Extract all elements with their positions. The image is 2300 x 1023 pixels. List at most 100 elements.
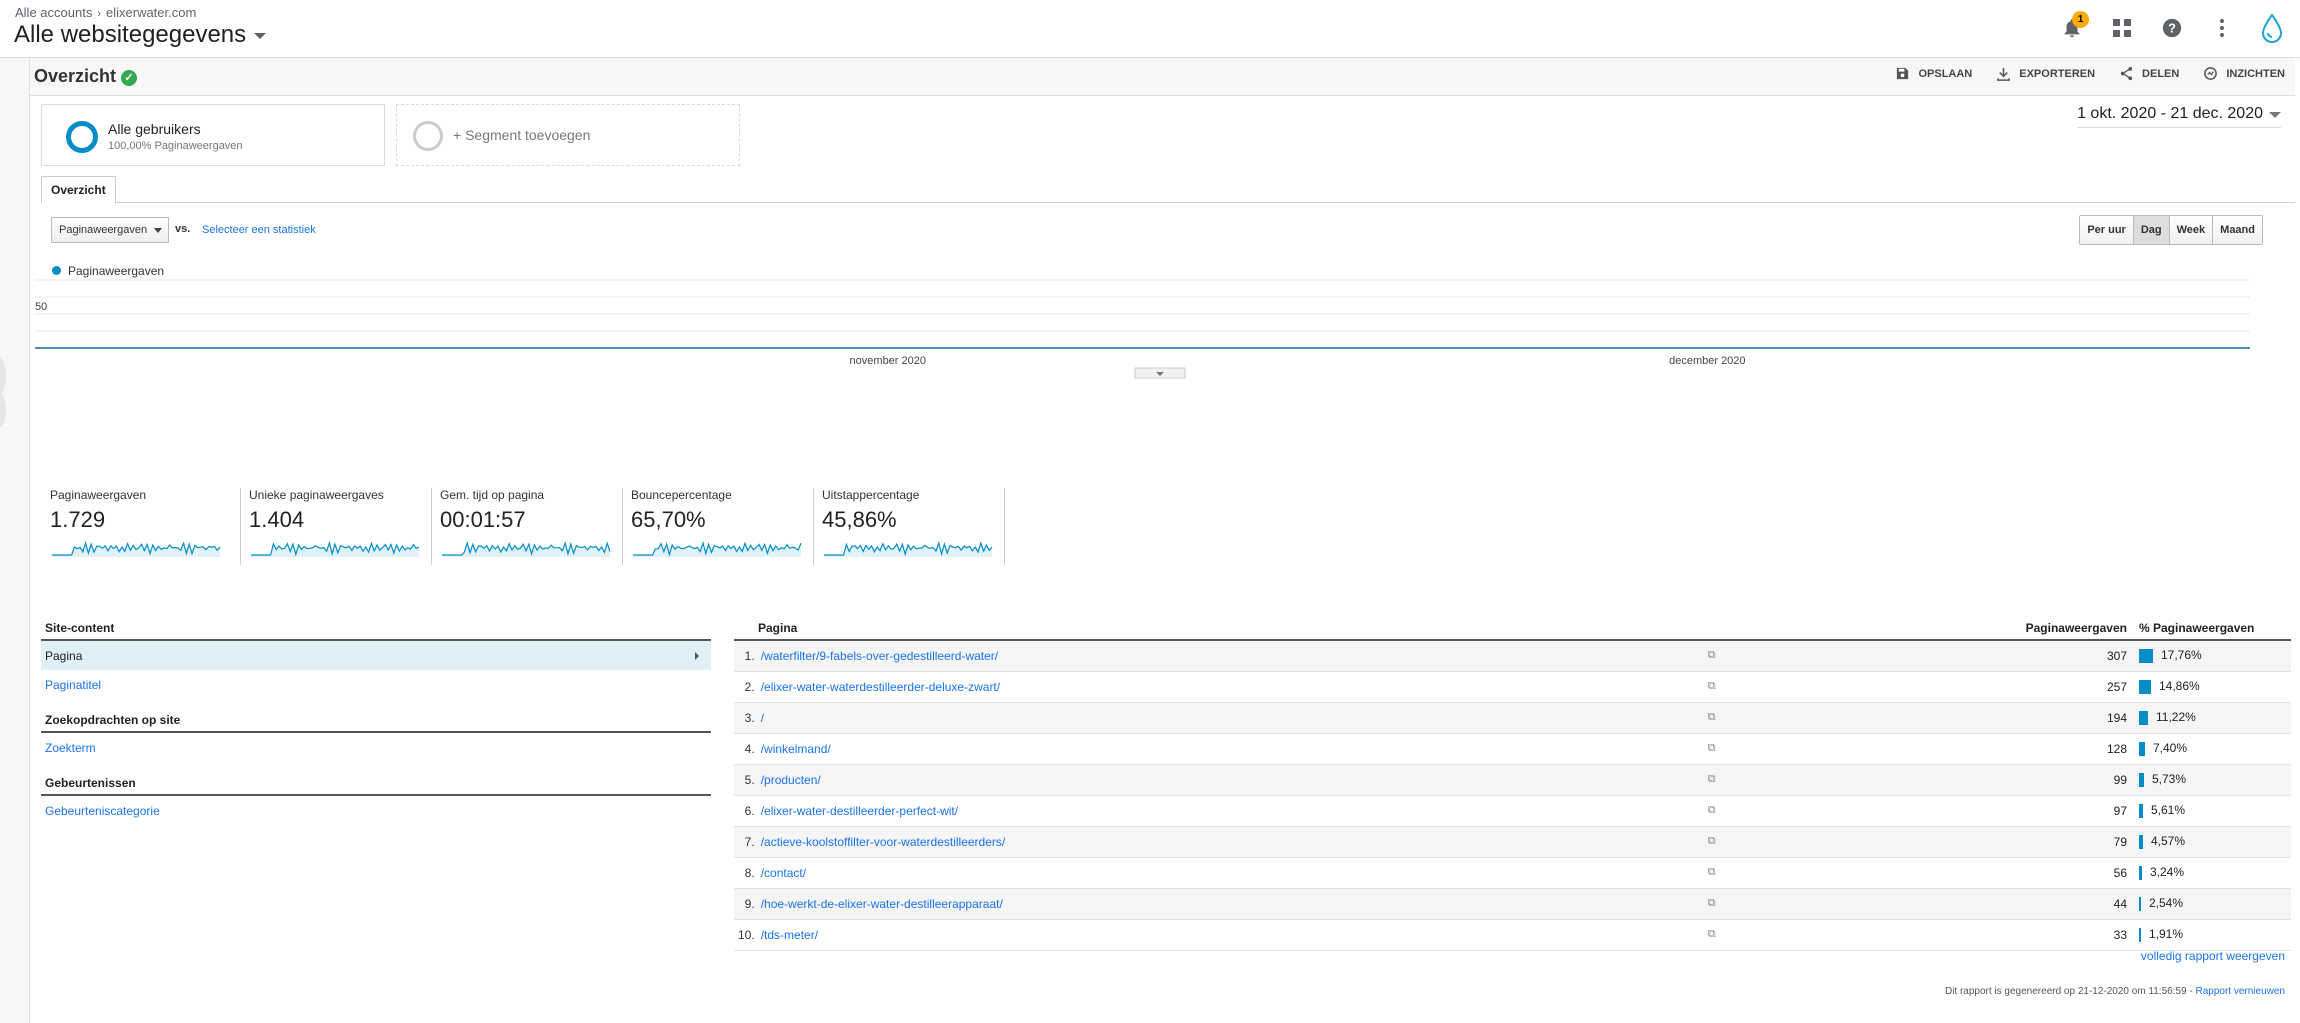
- share-button[interactable]: DELEN: [2119, 66, 2179, 81]
- scorecard[interactable]: Gem. tijd op pagina 00:01:57: [432, 488, 623, 565]
- nav-item-pagina[interactable]: Pagina: [41, 641, 711, 670]
- scorecard-label: Uitstappercentage: [822, 488, 920, 502]
- breadcrumb-account[interactable]: elixerwater.com: [106, 5, 197, 20]
- scorecard[interactable]: Paginaweergaven 1.729: [50, 488, 241, 565]
- nav-item-paginatitel[interactable]: Paginatitel: [41, 670, 711, 699]
- row-page-cell: /tds-meter/: [756, 919, 1702, 951]
- left-rail: [0, 58, 30, 1023]
- page-link[interactable]: /winkelmand/: [760, 741, 831, 756]
- nav-heading-site-content: Site-content: [41, 615, 711, 641]
- external-link-icon[interactable]: ⧉: [1701, 640, 1722, 672]
- account-avatar[interactable]: [2254, 10, 2290, 46]
- page-link[interactable]: /elixer-water-destilleerder-perfect-wit/: [760, 803, 959, 818]
- pct-bar: [2139, 649, 2153, 664]
- add-segment-button[interactable]: + Segment toevoegen: [396, 104, 740, 166]
- row-index: 8.: [734, 857, 757, 889]
- metric-dropdown[interactable]: Paginaweergaven: [51, 217, 169, 243]
- page-link[interactable]: /producten/: [760, 772, 821, 787]
- row-views: 79: [1721, 826, 2131, 858]
- pct-bar: [2139, 679, 2151, 694]
- row-pct: 5,61%: [2151, 803, 2186, 818]
- segment-all-users[interactable]: Alle gebruikers 100,00% Paginaweergaven: [41, 104, 385, 166]
- rail-handle[interactable]: [0, 390, 6, 430]
- share-icon: [2120, 66, 2133, 81]
- page-link[interactable]: /elixer-water-waterdestilleerder-deluxe-…: [760, 679, 1001, 694]
- table-row: 10./tds-meter/ ⧉ 33 1,91%: [734, 919, 2291, 951]
- water-drop-icon: [2261, 13, 2283, 43]
- granularity-hour[interactable]: Per uur: [2080, 216, 2134, 244]
- page-link[interactable]: /: [760, 710, 765, 725]
- download-icon: [1997, 67, 2011, 81]
- row-page-cell: /actieve-koolstoffilter-voor-waterdestil…: [756, 826, 1702, 858]
- nav-item-events-category[interactable]: Gebeurteniscategorie: [41, 796, 711, 825]
- external-link-icon[interactable]: ⧉: [1701, 764, 1722, 796]
- apps-button[interactable]: [2104, 10, 2140, 46]
- row-views: 97: [1721, 795, 2131, 827]
- page-link[interactable]: /contact/: [760, 865, 807, 880]
- help-button[interactable]: ?: [2154, 10, 2190, 46]
- granularity-month[interactable]: Maand: [2213, 216, 2262, 244]
- notifications-button[interactable]: 1: [2054, 10, 2090, 46]
- help-icon: ?: [2162, 18, 2182, 38]
- row-index: 9.: [734, 888, 757, 920]
- save-button[interactable]: OPSLAAN: [1895, 66, 1972, 81]
- row-page-cell: /winkelmand/: [756, 733, 1702, 765]
- y-tick-label: 100: [35, 276, 53, 279]
- page-link[interactable]: /waterfilter/9-fabels-over-gedestilleerd…: [760, 648, 999, 663]
- property-selector[interactable]: Alle websitegegevens: [14, 21, 267, 49]
- col-header-pct: % Paginaweergaven: [2131, 615, 2291, 641]
- pct-bar: [2139, 741, 2145, 756]
- scorecard[interactable]: Unieke paginaweergaves 1.404: [241, 488, 432, 565]
- scorecard[interactable]: Bouncepercentage 65,70%: [623, 488, 814, 565]
- top-pages-table: Pagina Paginaweergaven % Paginaweergaven…: [734, 615, 2291, 951]
- page-link[interactable]: /actieve-koolstoffilter-voor-waterdestil…: [760, 834, 1006, 849]
- export-label: EXPORTEREN: [2019, 67, 2096, 80]
- insights-button[interactable]: INZICHTEN: [2203, 66, 2285, 81]
- generated-note: Dit rapport is gegenereerd op 21-12-2020…: [1945, 986, 2285, 997]
- external-link-icon[interactable]: ⧉: [1701, 733, 1722, 765]
- export-button[interactable]: EXPORTEREN: [1996, 66, 2095, 81]
- rail-handle[interactable]: [0, 356, 6, 396]
- granularity-day[interactable]: Dag: [2133, 216, 2170, 244]
- row-views: 56: [1721, 857, 2131, 889]
- full-report-link[interactable]: volledig rapport weergeven: [2140, 949, 2285, 963]
- row-index: 4.: [734, 733, 757, 765]
- tab-overview[interactable]: Overzicht: [41, 176, 116, 204]
- nav-link-events-category[interactable]: Gebeurteniscategorie: [45, 804, 160, 818]
- segment-sub: 100,00% Paginaweergaven: [108, 140, 243, 152]
- page-link[interactable]: /tds-meter/: [760, 927, 819, 942]
- select-statistic-link[interactable]: Selecteer een statistiek: [202, 224, 316, 236]
- breadcrumb-separator: ›: [97, 8, 101, 20]
- external-link-icon[interactable]: ⧉: [1701, 795, 1722, 827]
- more-menu-button[interactable]: [2204, 10, 2240, 46]
- external-link-icon[interactable]: ⧉: [1701, 671, 1722, 703]
- pct-bar: [2139, 772, 2144, 787]
- table-row: 4./winkelmand/ ⧉ 128 7,40%: [734, 733, 2291, 765]
- date-range-picker[interactable]: 1 okt. 2020 - 21 dec. 2020: [2077, 105, 2281, 128]
- row-index: 1.: [734, 640, 757, 672]
- external-link-icon[interactable]: ⧉: [1701, 826, 1722, 858]
- row-pct: 1,91%: [2149, 927, 2184, 942]
- col-header-page: Pagina: [734, 615, 1702, 641]
- external-link-icon[interactable]: ⧉: [1701, 702, 1722, 734]
- row-pct: 7,40%: [2153, 741, 2188, 756]
- col-header-ext: [1701, 615, 1722, 641]
- nav-link-paginatitel[interactable]: Paginatitel: [45, 678, 102, 692]
- external-link-icon[interactable]: ⧉: [1701, 919, 1722, 951]
- scorecard-label: Bouncepercentage: [631, 488, 732, 502]
- external-link-icon[interactable]: ⧉: [1701, 857, 1722, 889]
- granularity-week[interactable]: Week: [2169, 216, 2214, 244]
- nav-item-zoekterm[interactable]: Zoekterm: [41, 733, 711, 762]
- generated-text: Dit rapport is gegenereerd op 21-12-2020…: [1944, 986, 2196, 997]
- breadcrumb-all-accounts[interactable]: Alle accounts: [15, 5, 93, 20]
- scorecard[interactable]: Uitstappercentage 45,86%: [814, 488, 1005, 565]
- top-bar: Alle accounts › elixerwater.com Alle websi…: [0, 0, 2300, 58]
- refresh-report-link[interactable]: Rapport vernieuwen: [2195, 986, 2286, 997]
- page-link[interactable]: /hoe-werkt-de-elixer-water-destilleerapp…: [760, 896, 1003, 911]
- row-page-cell: /elixer-water-destilleerder-perfect-wit/: [756, 795, 1702, 827]
- nav-link-zoekterm[interactable]: Zoekterm: [45, 741, 96, 755]
- pageviews-chart: 100 50 november 2020 december 2020: [35, 276, 2250, 379]
- external-link-icon[interactable]: ⧉: [1701, 888, 1722, 920]
- scorecard-value: 00:01:57: [440, 507, 526, 532]
- pct-bar: [2139, 927, 2141, 942]
